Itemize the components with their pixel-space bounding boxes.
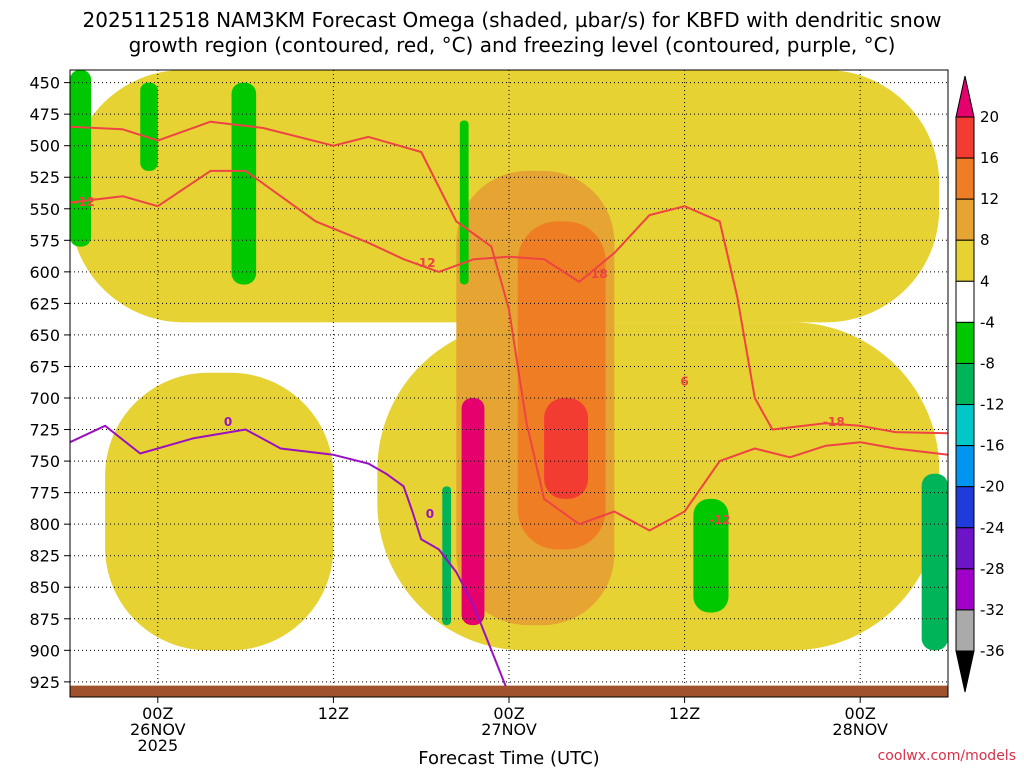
- plot-area: -12 -12 -18 6 -18 -12 0 0: [69, 69, 949, 698]
- omega-shading: [70, 70, 948, 651]
- y-tick-label: 650: [29, 326, 60, 345]
- contour-dendritic-lower: [69, 169, 949, 435]
- y-tick-label: 875: [29, 610, 60, 629]
- y-tick-label: 725: [29, 421, 60, 440]
- contour-label-1: -12: [414, 256, 436, 270]
- y-tick-label: 500: [29, 137, 60, 156]
- colorbar-segment: [955, 116, 975, 159]
- colorbar-label: -4: [980, 313, 995, 331]
- y-tick-label: 525: [29, 168, 60, 187]
- colorbar-segment: [955, 527, 975, 570]
- y-tick-label: 800: [29, 515, 60, 534]
- y-tick-label: 675: [29, 357, 60, 376]
- colorbar-label: 8: [980, 231, 990, 249]
- contour-label-6: 0: [224, 415, 232, 429]
- chart-title-line-1: 2025112518 NAM3KM Forecast Omega (shaded…: [83, 8, 942, 32]
- colorbar-label: -36: [980, 642, 1005, 660]
- contour-label-0: -12: [73, 195, 95, 209]
- x-axis-title: Forecast Time (UTC): [418, 748, 599, 768]
- colorbar-segment: [955, 239, 975, 282]
- y-tick-label: 775: [29, 484, 60, 503]
- colorbar-label: -8: [980, 354, 995, 372]
- colorbar-label: -32: [980, 601, 1005, 619]
- colorbar-segment: [955, 568, 975, 611]
- y-tick-label: 625: [29, 294, 60, 313]
- x-tick-label: 00Z: [493, 704, 524, 723]
- colorbar-segment: [955, 157, 975, 200]
- y-tick-label: 700: [29, 389, 60, 408]
- x-tick-label: 2025: [137, 736, 178, 755]
- contour-label-2: -18: [586, 267, 608, 281]
- y-tick-label: 575: [29, 231, 60, 250]
- colorbar-segment: [955, 486, 975, 529]
- contour-dendritic-upper: [69, 120, 949, 532]
- contours: -12 -12 -18 6 -18 -12 0 0: [69, 120, 949, 695]
- y-axis: 450 475 500 525 550 575 600 625 650 675 700 725 750 7…: [29, 74, 70, 692]
- contour-label-4: -18: [823, 415, 845, 429]
- contour-label-5: -12: [709, 513, 731, 527]
- omega-region-13: [921, 473, 948, 651]
- omega-region-2: [105, 372, 334, 651]
- y-tick-label: 475: [29, 105, 60, 124]
- x-tick-label: 12Z: [669, 704, 700, 723]
- omega-region-5: [544, 398, 589, 499]
- colorbar-segment: [955, 609, 975, 652]
- ground-strip: [70, 685, 948, 697]
- freezing-level-contour: [69, 424, 510, 695]
- colorbar: 20 16 12 8 4 -4 -8 -12 -16 -20 -24 -28 -32 -36: [955, 75, 1005, 693]
- colorbar-label: -12: [980, 396, 1005, 414]
- x-tick-label: 26NOV: [130, 720, 186, 739]
- colorbar-arrow-top: [955, 75, 975, 118]
- contour-label-7: 0: [426, 507, 434, 521]
- x-tick-label: 27NOV: [481, 720, 537, 739]
- colorbar-label: 12: [980, 190, 999, 208]
- x-tick-label: 00Z: [142, 704, 173, 723]
- colorbar-segment: [955, 362, 975, 406]
- colorbar-arrow-bottom: [955, 650, 975, 693]
- credit-link[interactable]: coolwx.com/models: [878, 748, 1016, 764]
- y-tick-label: 850: [29, 578, 60, 597]
- y-tick-label: 750: [29, 452, 60, 471]
- colorbar-label: -24: [980, 519, 1005, 537]
- x-tick-label: 12Z: [318, 704, 349, 723]
- omega-region-7: [70, 70, 92, 247]
- omega-region-11: [459, 120, 469, 285]
- colorbar-segment: [955, 198, 975, 241]
- colorbar-label: -16: [980, 437, 1005, 455]
- colorbar-label: -20: [980, 478, 1005, 496]
- colorbar-label: 20: [980, 108, 999, 126]
- colorbar-label: 4: [980, 272, 990, 290]
- x-tick-label: 00Z: [845, 704, 876, 723]
- colorbar-label: 16: [980, 149, 999, 167]
- colorbar-segment: [955, 280, 975, 323]
- y-tick-label: 550: [29, 200, 60, 219]
- contour-label-3: 6: [680, 374, 688, 388]
- chart-title-line-2: growth region (contoured, red, °C) and f…: [129, 33, 896, 57]
- colorbar-label: -28: [980, 560, 1005, 578]
- omega-region-6: [461, 398, 485, 626]
- y-tick-label: 900: [29, 641, 60, 660]
- y-tick-label: 925: [29, 673, 60, 692]
- y-tick-label: 600: [29, 263, 60, 282]
- colorbar-segment: [955, 404, 975, 447]
- omega-region-9: [231, 82, 257, 285]
- gridlines: [70, 70, 948, 697]
- y-tick-label: 825: [29, 547, 60, 566]
- colorbar-segment: [955, 321, 975, 364]
- omega-region-8: [140, 82, 158, 171]
- y-tick-label: 450: [29, 74, 60, 93]
- colorbar-segment: [955, 445, 975, 488]
- x-tick-label: 28NOV: [832, 720, 888, 739]
